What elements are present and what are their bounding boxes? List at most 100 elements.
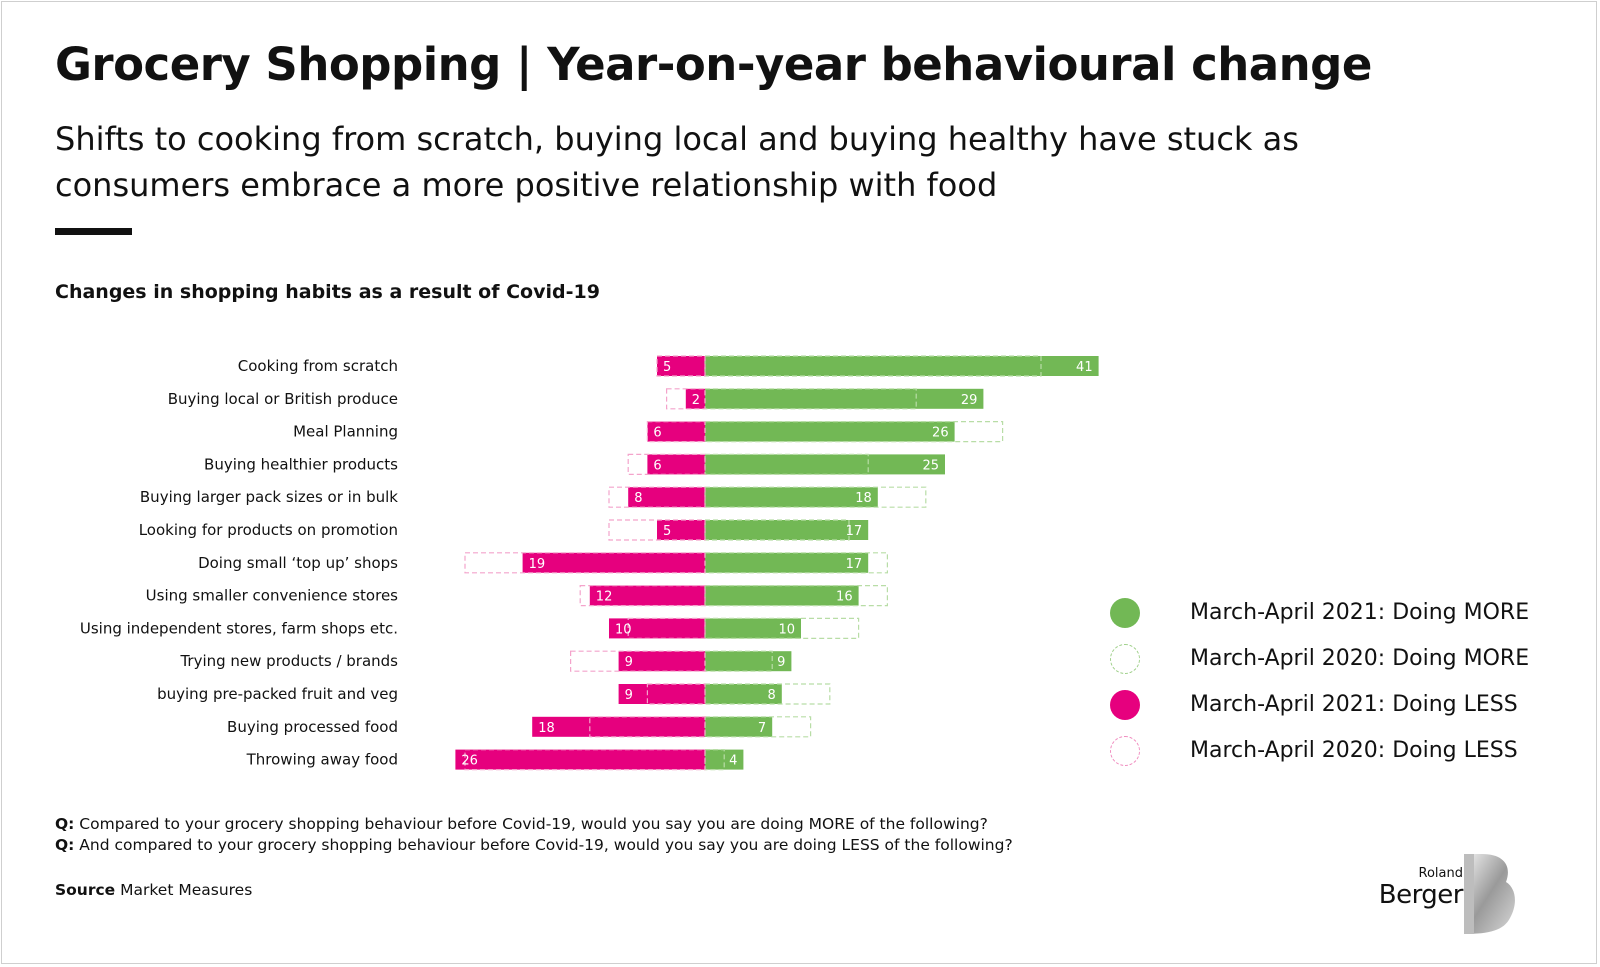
survey-questions: Q: Compared to your grocery shopping beh… xyxy=(55,814,1013,856)
data-label-less-2021: 6 xyxy=(653,426,661,441)
bar-more-2020 xyxy=(704,355,1042,377)
source-note: Source Market Measures xyxy=(55,881,252,899)
data-label-less-2021: 6 xyxy=(653,458,661,473)
page-subtitle: Shifts to cooking from scratch, buying l… xyxy=(55,120,1299,204)
bar-more-2021 xyxy=(705,651,792,672)
bar-less-2021 xyxy=(455,749,705,770)
question-prefix: Q: xyxy=(55,836,75,854)
question-text: Compared to your grocery shopping behavi… xyxy=(74,815,988,833)
data-label-less-2021: 5 xyxy=(663,360,671,375)
source-prefix: Source xyxy=(55,881,116,899)
question-prefix: Q: xyxy=(55,815,75,833)
data-label-less-2021: 5 xyxy=(663,524,671,539)
category-label: Buying larger pack sizes or in bulk xyxy=(140,488,398,506)
bar-more-2020 xyxy=(704,453,869,476)
bar-less-2021 xyxy=(657,520,705,540)
bar-less-2021 xyxy=(647,454,705,475)
data-label-more-2021: 8 xyxy=(768,688,776,703)
bar-more-2021 xyxy=(705,716,773,737)
data-label-less-2021: 9 xyxy=(625,688,633,703)
bar-less-2021 xyxy=(532,716,705,737)
bar-more-2020 xyxy=(704,519,850,541)
bar-less-2021 xyxy=(589,585,705,606)
bar-less-2020 xyxy=(608,519,706,541)
source-text: Market Measures xyxy=(115,881,253,899)
data-label-less-2021: 10 xyxy=(615,622,632,637)
data-label-more-2021: 18 xyxy=(855,491,872,506)
bar-more-2021 xyxy=(705,552,869,573)
data-label-more-2021: 9 xyxy=(777,655,785,670)
data-label-more-2021: 29 xyxy=(961,393,978,408)
legend-label: March-April 2020: Doing LESS xyxy=(1190,738,1518,763)
legend-swatch-2020-less xyxy=(1110,736,1140,766)
category-label: buying pre-packed fruit and veg xyxy=(157,685,398,703)
bar-more-2021 xyxy=(705,585,859,606)
bar-less-2021 xyxy=(522,552,705,573)
bar-more-2021 xyxy=(705,618,801,639)
data-label-less-2021: 18 xyxy=(538,721,555,736)
category-label: Using smaller convenience stores xyxy=(146,587,399,605)
data-label-less-2021: 2 xyxy=(692,393,700,408)
logo-text-roland: Roland xyxy=(1418,866,1463,881)
bar-less-2020 xyxy=(646,683,706,705)
question-more: Q: Compared to your grocery shopping beh… xyxy=(55,814,1013,835)
bar-less-2021 xyxy=(647,421,705,442)
data-label-more-2021: 16 xyxy=(836,590,853,605)
category-label: Buying local or British produce xyxy=(168,390,398,408)
logo-text-berger: Berger xyxy=(1378,880,1464,910)
data-label-less-2021: 8 xyxy=(634,491,642,506)
data-label-more-2021: 17 xyxy=(846,524,863,539)
data-label-more-2021: 7 xyxy=(758,721,766,736)
bar-less-2021 xyxy=(609,618,705,639)
category-label: Doing small ‘top up’ shops xyxy=(198,554,398,572)
roland-berger-logo: Roland Berger xyxy=(1379,854,1548,946)
legend-label: March-April 2021: Doing LESS xyxy=(1190,692,1518,717)
category-label: Looking for products on promotion xyxy=(139,521,398,539)
diverging-bar-chart: Cooking from scratch 41 5 Buying local or B… xyxy=(80,355,1099,771)
chart-title: Changes in shopping habits as a result o… xyxy=(55,281,600,303)
bar-less-2021 xyxy=(618,651,705,672)
bar-less-2020 xyxy=(646,420,706,443)
data-label-more-2021: 10 xyxy=(778,622,795,637)
legend-label: March-April 2021: Doing MORE xyxy=(1190,600,1530,625)
data-label-less-2021: 12 xyxy=(596,590,613,605)
legend-swatch-2021-more xyxy=(1110,598,1140,628)
bar-less-2021 xyxy=(628,487,705,508)
category-label: Buying processed food xyxy=(227,718,398,736)
bar-more-2020 xyxy=(704,585,888,607)
bar-more-2021 xyxy=(705,487,878,508)
bar-less-2020 xyxy=(589,716,706,738)
bar-less-2020 xyxy=(464,552,706,574)
bar-less-2020 xyxy=(464,749,706,771)
logo-b-mark-icon xyxy=(1464,854,1515,934)
bar-more-2020 xyxy=(704,716,812,738)
category-label: Trying new products / brands xyxy=(179,652,398,670)
bar-less-2020 xyxy=(665,388,706,410)
title-divider xyxy=(55,228,132,235)
data-label-more-2021: 4 xyxy=(729,754,737,769)
question-text: And compared to your grocery shopping be… xyxy=(74,836,1013,854)
bar-less-2020 xyxy=(656,355,706,377)
data-label-less-2021: 19 xyxy=(529,557,546,572)
category-label: Using independent stores, farm shops etc… xyxy=(80,619,398,637)
data-label-more-2021: 17 xyxy=(846,557,863,572)
category-label: Buying healthier products xyxy=(204,455,398,473)
bar-less-2021 xyxy=(657,356,705,376)
bar-more-2021 xyxy=(705,356,1099,376)
bar-more-2021 xyxy=(705,520,869,540)
bar-less-2020 xyxy=(608,486,706,508)
category-label: Meal Planning xyxy=(293,423,398,441)
category-label: Throwing away food xyxy=(246,751,398,769)
legend-swatch-2020-more xyxy=(1110,644,1140,674)
data-label-more-2021: 25 xyxy=(922,458,939,473)
bar-more-2021 xyxy=(705,749,744,770)
legend-label: March-April 2020: Doing MORE xyxy=(1190,646,1530,671)
bar-more-2020 xyxy=(704,617,860,639)
bar-less-2021 xyxy=(685,388,705,409)
question-less: Q: And compared to your grocery shopping… xyxy=(55,835,1013,856)
bar-more-2021 xyxy=(705,684,782,704)
bar-more-2021 xyxy=(705,388,984,409)
legend-swatch-2021-less xyxy=(1110,690,1140,720)
bar-more-2021 xyxy=(705,454,945,475)
